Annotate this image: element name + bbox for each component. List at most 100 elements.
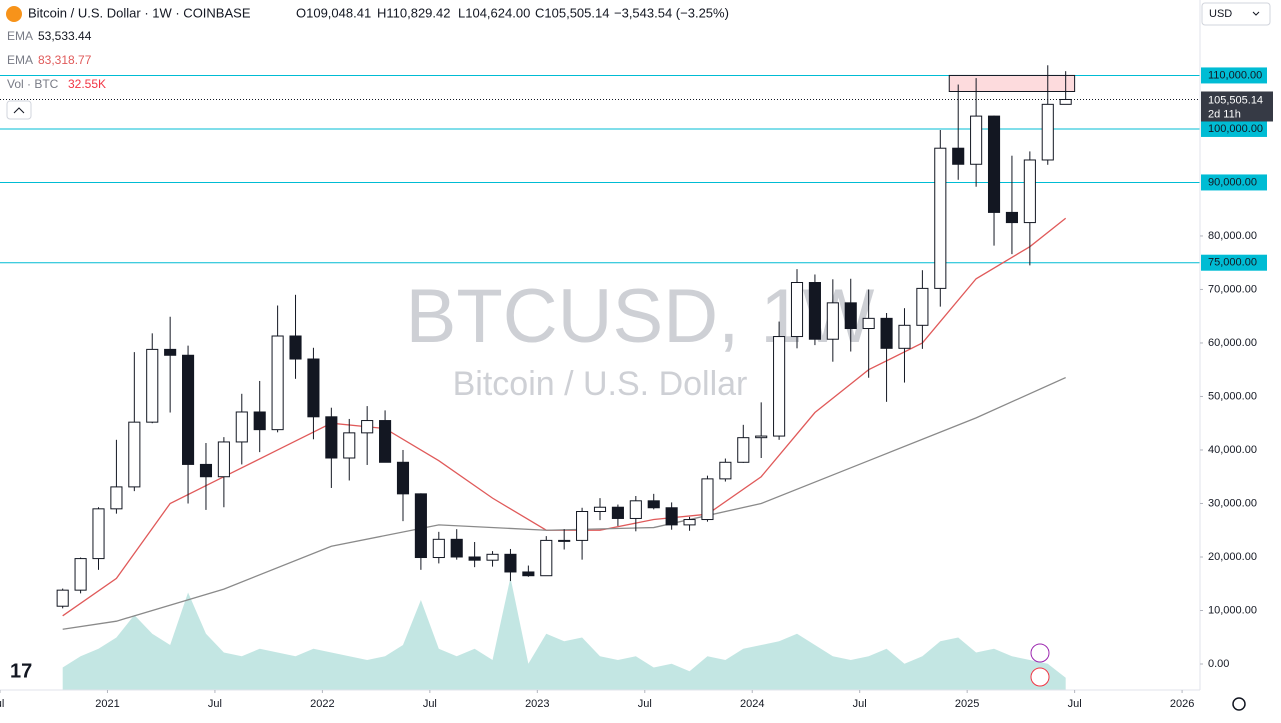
vol-value: 32.55K bbox=[68, 77, 106, 91]
candle-body bbox=[379, 420, 392, 463]
x-tick-label: 2023 bbox=[525, 698, 549, 710]
candle-body bbox=[719, 461, 732, 480]
candle-body bbox=[611, 506, 624, 519]
close: C105,505.14 bbox=[535, 5, 609, 20]
level-label: 100,000.00 bbox=[1208, 123, 1263, 135]
last-price-label: 105,505.14 bbox=[1208, 94, 1263, 106]
candle-body bbox=[987, 115, 1001, 213]
candle-body bbox=[468, 556, 481, 561]
y-tick-label: 80,000.00 bbox=[1208, 230, 1257, 242]
level-label-bg bbox=[1201, 254, 1267, 271]
candle-body bbox=[790, 282, 804, 338]
x-tick-label: Jul bbox=[1068, 698, 1082, 710]
candle-body bbox=[199, 463, 213, 478]
candle-body bbox=[164, 348, 177, 356]
candle-body bbox=[952, 147, 965, 165]
ema-line bbox=[62, 376, 1066, 630]
chevron bbox=[1252, 11, 1260, 16]
candle-body bbox=[629, 500, 642, 519]
candle-body bbox=[934, 147, 947, 289]
candle-body bbox=[755, 435, 768, 439]
low: L104,624.00 bbox=[458, 5, 530, 20]
level-label-bg bbox=[1201, 174, 1267, 191]
level-label-bg bbox=[1201, 67, 1267, 84]
currency-select[interactable] bbox=[1201, 2, 1271, 26]
event-icon[interactable] bbox=[1030, 667, 1050, 687]
candle-body bbox=[898, 324, 911, 349]
candle-body bbox=[289, 335, 302, 360]
currency: USD bbox=[1209, 8, 1232, 20]
resistance-zone bbox=[948, 74, 1076, 92]
change: −3,543.54 (−3.25%) bbox=[614, 5, 729, 20]
candle-body bbox=[110, 486, 123, 510]
chevron bbox=[13, 107, 25, 114]
candle-body bbox=[647, 500, 660, 509]
candle-body bbox=[916, 287, 929, 326]
x-tick-label: 2021 bbox=[95, 698, 119, 710]
candle-body bbox=[146, 348, 159, 423]
candle-body bbox=[862, 317, 875, 330]
candle-body bbox=[576, 511, 589, 541]
x-tick-label: 2025 bbox=[955, 698, 979, 710]
y-tick-label: 30,000.00 bbox=[1208, 497, 1257, 509]
watermark-subtitle: Bitcoin / U.S. Dollar bbox=[453, 365, 748, 403]
volume-area bbox=[62, 577, 1066, 690]
x-tick-label: Jul bbox=[638, 698, 652, 710]
candle-body bbox=[593, 506, 607, 513]
vol-label: Vol · BTC bbox=[7, 77, 59, 91]
x-tick-label: 2022 bbox=[310, 698, 334, 710]
candle-body bbox=[235, 411, 248, 443]
candle-body bbox=[182, 354, 195, 465]
candle-body bbox=[1041, 103, 1054, 161]
x-tick-label: Jul bbox=[208, 698, 222, 710]
candle-body bbox=[325, 416, 338, 459]
settings-icon[interactable] bbox=[1232, 697, 1246, 711]
candle-body bbox=[558, 539, 571, 542]
event-icon[interactable] bbox=[1030, 643, 1050, 663]
candle-body bbox=[522, 571, 535, 577]
candle-body bbox=[880, 317, 893, 349]
candle-body bbox=[432, 538, 445, 559]
y-tick-label: 10,000.00 bbox=[1208, 604, 1257, 616]
candle-body bbox=[701, 478, 714, 521]
candle-body bbox=[844, 302, 857, 330]
ema-line bbox=[62, 217, 1067, 617]
candle-body bbox=[92, 508, 105, 560]
candle-body bbox=[504, 553, 517, 573]
collapse-button[interactable] bbox=[6, 100, 32, 120]
ema-label: EMA bbox=[7, 53, 33, 67]
candle-body bbox=[271, 335, 284, 431]
plot-area bbox=[0, 0, 1200, 690]
candle-body bbox=[1023, 159, 1036, 224]
candle-body bbox=[396, 461, 410, 495]
axis: 110,000.00 100,000.00 90,000.00 75,000.00 10… bbox=[0, 67, 1273, 710]
y-tick-label: 0.00 bbox=[1208, 658, 1229, 670]
candle-body bbox=[808, 282, 821, 340]
symbol: Bitcoin / U.S. Dollar · 1W · COINBASE bbox=[28, 5, 251, 20]
watermark-title: BTCUSD, 1W bbox=[406, 274, 875, 359]
countdown: 2d 11h bbox=[1208, 108, 1241, 120]
candle-body bbox=[773, 336, 786, 437]
y-tick-label: 60,000.00 bbox=[1208, 337, 1257, 349]
ema-value: 83,318.77 bbox=[38, 53, 92, 67]
candle-body bbox=[56, 589, 69, 607]
plot bbox=[0, 65, 1200, 690]
candle-body bbox=[683, 519, 696, 526]
x-tick-label: ul bbox=[0, 698, 4, 710]
last-price-bg bbox=[1201, 91, 1273, 122]
candle-body bbox=[414, 493, 427, 559]
candle-body bbox=[217, 441, 230, 478]
y-tick-label: 50,000.00 bbox=[1208, 390, 1257, 402]
coin-icon bbox=[6, 6, 22, 22]
high: H110,829.42 bbox=[377, 5, 451, 20]
candle-body bbox=[1059, 98, 1072, 105]
candle-body bbox=[486, 553, 499, 561]
x-tick-label: 2024 bbox=[740, 698, 764, 710]
candle-body bbox=[1005, 211, 1018, 224]
candle-body bbox=[361, 420, 374, 434]
y-tick-label: 40,000.00 bbox=[1208, 444, 1257, 456]
ema-label: EMA bbox=[7, 29, 33, 43]
candle-body bbox=[128, 421, 141, 488]
candle-body bbox=[737, 437, 750, 463]
